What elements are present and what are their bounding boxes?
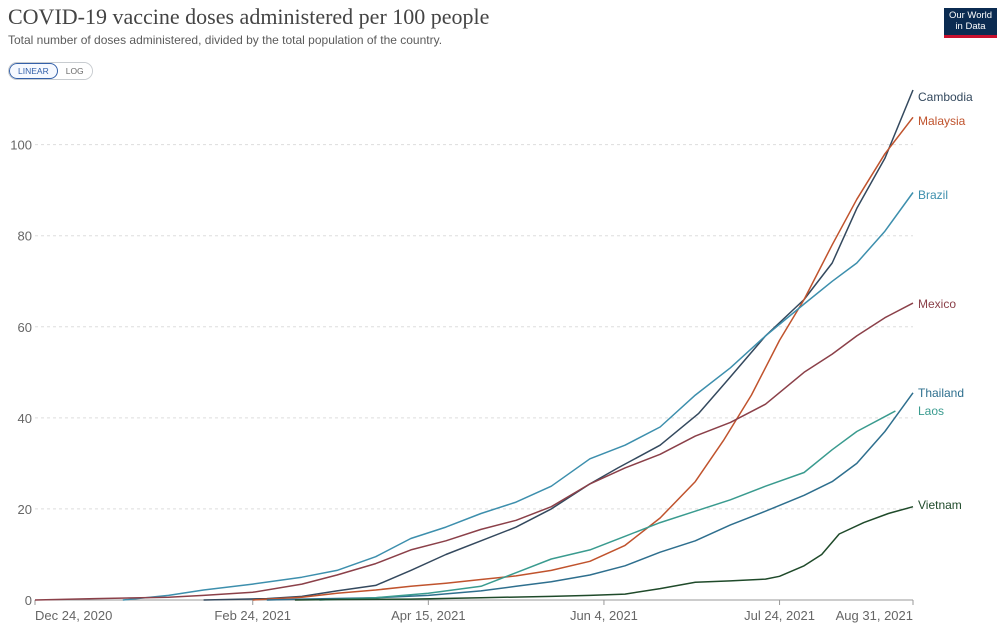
- series-label-brazil[interactable]: Brazil: [918, 188, 948, 202]
- series-line-vietnam[interactable]: [294, 505, 914, 601]
- series-line-thailand[interactable]: [266, 392, 914, 601]
- x-tick-label: Feb 24, 2021: [214, 608, 291, 623]
- owid-logo[interactable]: Our World in Data: [944, 8, 997, 38]
- x-tick-label: Jun 4, 2021: [570, 608, 638, 623]
- series-label-vietnam[interactable]: Vietnam: [918, 498, 962, 512]
- series-label-malaysia[interactable]: Malaysia: [918, 114, 966, 128]
- chart-subtitle: Total number of doses administered, divi…: [8, 33, 443, 47]
- y-tick-label: 60: [18, 320, 32, 335]
- chart-title: COVID-19 vaccine doses administered per …: [8, 4, 490, 29]
- x-tick-label: Dec 24, 2020: [35, 608, 112, 623]
- series-labels: Cambodia Malaysia Brazil Mexico Thailand Laos…: [918, 90, 973, 512]
- linear-scale-button[interactable]: LINEAR: [9, 63, 58, 79]
- x-tick-label: Apr 15, 2021: [391, 608, 465, 623]
- series-lines: [34, 89, 914, 601]
- gridlines: [35, 144, 913, 601]
- y-axis: 0 20 40 60 80 100: [10, 138, 32, 608]
- scale-toggle: LINEAR LOG: [8, 62, 93, 80]
- y-tick-label: 40: [18, 411, 32, 426]
- series-line-mexico[interactable]: [34, 302, 914, 601]
- y-tick-label: 0: [25, 593, 32, 608]
- x-axis: Dec 24, 2020 Feb 24, 2021 Apr 15, 2021 Jun …: [34, 600, 914, 623]
- y-tick-label: 80: [18, 229, 32, 244]
- y-tick-label: 100: [10, 138, 32, 153]
- logo-line-2: in Data: [955, 21, 986, 32]
- series-line-laos[interactable]: [319, 410, 896, 601]
- log-scale-button[interactable]: LOG: [57, 63, 92, 79]
- series-label-laos[interactable]: Laos: [918, 404, 944, 418]
- y-tick-label: 20: [18, 502, 32, 517]
- series-label-mexico[interactable]: Mexico: [918, 297, 956, 311]
- series-line-malaysia[interactable]: [252, 116, 914, 601]
- series-label-thailand[interactable]: Thailand: [918, 386, 964, 400]
- x-tick-label: Jul 24, 2021: [744, 608, 815, 623]
- series-label-cambodia[interactable]: Cambodia: [918, 90, 973, 104]
- series-line-brazil[interactable]: [122, 192, 914, 601]
- x-tick-label: Aug 31, 2021: [836, 608, 913, 623]
- series-line-cambodia[interactable]: [203, 89, 914, 601]
- logo-line-1: Our World: [948, 10, 993, 21]
